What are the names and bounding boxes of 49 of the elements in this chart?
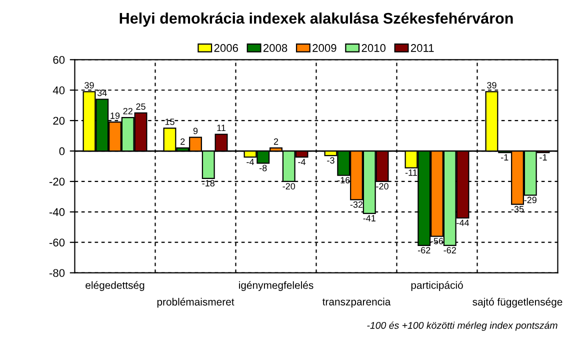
y-tick-label: -20	[49, 178, 65, 186]
y-tick-label: 40	[52, 86, 65, 94]
data-label: 34	[97, 90, 107, 96]
text: -100 és +100 közötti mérleg index pontszám	[367, 322, 558, 331]
data-label: -1	[540, 154, 547, 160]
data-label: -44	[456, 220, 470, 226]
y-tick-label: -60	[49, 238, 65, 246]
data-label: -56	[430, 238, 444, 244]
x-tick-label: transzparencia	[322, 298, 391, 308]
legend-label: 2011	[410, 44, 434, 52]
x-tick-label: elégedettség	[86, 281, 144, 291]
y-tick-label: -80	[49, 269, 65, 277]
data-label: -29	[524, 196, 536, 204]
chart-title: Helyi demokrácia indexek alakulása Székesfehérváron	[120, 12, 513, 27]
data-label: 39	[487, 82, 496, 88]
x-tick-label: participáció	[411, 281, 463, 291]
data-label: 25	[136, 103, 146, 110]
x-tick-label: sajtó függetlensége	[472, 298, 562, 308]
data-label: -62	[444, 247, 456, 254]
x-tick-label: problémaismeret	[157, 298, 234, 308]
data-label: 11	[217, 124, 226, 132]
data-label: 19	[110, 112, 120, 119]
data-label: -11	[405, 169, 417, 176]
data-label: -20	[376, 183, 388, 190]
data-label: 15	[165, 118, 174, 126]
data-label: -8	[260, 164, 267, 172]
data-label: 9	[193, 128, 198, 134]
legend-label: 2006	[214, 44, 238, 52]
data-label: -32	[350, 201, 363, 208]
y-tick-label: -40	[49, 208, 65, 216]
data-label: 22	[123, 108, 132, 114]
x-tick-label: igénymegfelelés	[239, 281, 314, 291]
data-label: -4	[246, 158, 254, 166]
data-label: -41	[363, 215, 376, 222]
y-tick-label: 60	[53, 56, 65, 64]
data-label: -18	[202, 180, 215, 186]
data-label: 39	[84, 82, 94, 88]
data-label: -3	[327, 157, 334, 164]
legend-label: 2008	[263, 44, 288, 52]
y-tick-label: 20	[53, 116, 65, 125]
legend-label: 2009	[312, 44, 336, 52]
data-label: 2	[274, 138, 278, 145]
y-tick-label: 0	[59, 147, 65, 156]
data-label: -20	[282, 183, 296, 190]
legend-label: 2010	[362, 44, 386, 52]
data-label: -1	[501, 154, 508, 160]
data-label: 2	[180, 138, 185, 145]
data-label: -4	[298, 158, 306, 166]
data-label: -62	[418, 247, 430, 254]
